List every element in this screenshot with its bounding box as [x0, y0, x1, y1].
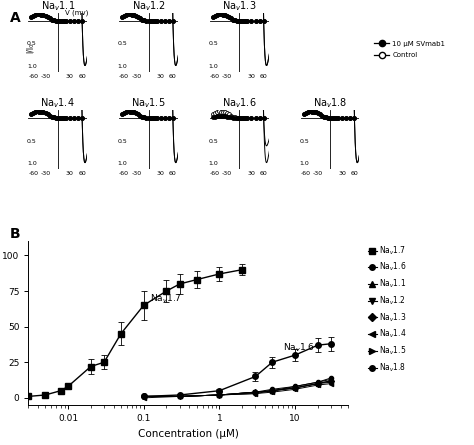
Legend: 10 μM SVmab1, Control: 10 μM SVmab1, Control	[371, 38, 448, 61]
Text: Na$_v$1.6: Na$_v$1.6	[283, 342, 315, 354]
Title: Na$_v$1.4: Na$_v$1.4	[40, 97, 75, 110]
Legend: Na$_v$1.7, Na$_v$1.6, Na$_v$1.1, Na$_v$1.2, Na$_v$1.3, Na$_v$1.4, Na$_v$1.5, Na$: Na$_v$1.7, Na$_v$1.6, Na$_v$1.1, Na$_v$1…	[365, 241, 410, 377]
Text: V (mv): V (mv)	[65, 9, 89, 16]
Text: Na$_v$1.7: Na$_v$1.7	[150, 292, 181, 304]
Title: Na$_v$1.3: Na$_v$1.3	[222, 0, 256, 13]
X-axis label: Concentration (μM): Concentration (μM)	[138, 429, 238, 438]
Text: I/I₀: I/I₀	[26, 43, 35, 53]
Title: Na$_v$1.5: Na$_v$1.5	[131, 97, 166, 110]
Title: Na$_v$1.8: Na$_v$1.8	[313, 97, 347, 110]
Title: Na$_v$1.2: Na$_v$1.2	[132, 0, 165, 13]
Text: A: A	[9, 11, 20, 25]
Title: Na$_v$1.1: Na$_v$1.1	[41, 0, 75, 13]
Title: Na$_v$1.6: Na$_v$1.6	[222, 97, 256, 110]
Text: B: B	[9, 227, 20, 241]
